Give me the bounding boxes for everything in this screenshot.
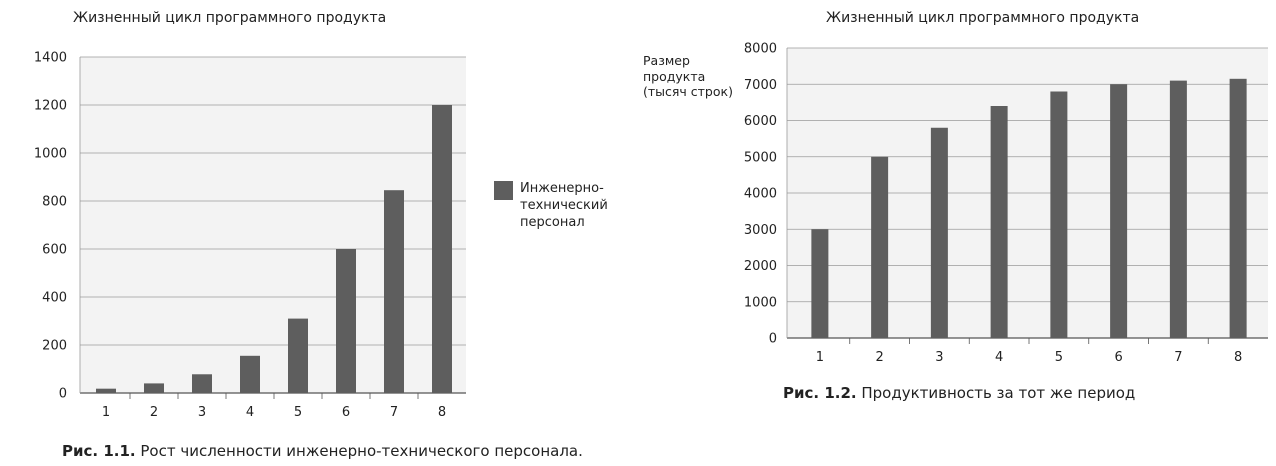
chart1-title: Жизненный цикл программного продукта [73,10,387,26]
chart1-bar [144,383,164,393]
chart1-xtick-label: 7 [390,405,398,420]
chart1-bar [432,105,452,393]
chart1-bar [336,249,356,393]
chart2-xtick-label: 1 [816,350,824,365]
chart2-xtick-label: 8 [1234,350,1242,365]
chart2-ytick-label: 1000 [744,295,777,310]
chart2-ytick-label: 7000 [744,78,777,93]
chart1-ytick-label: 1400 [34,51,67,66]
chart2-caption-text: Продуктивность за тот же период [856,384,1136,402]
chart2-ytick-label: 5000 [744,150,777,165]
chart1-legend: Инженерно-технический персонал [494,180,620,231]
chart1-ytick-label: 400 [42,291,67,306]
chart2-bar [871,156,889,338]
chart2-ytick-label: 2000 [744,259,777,274]
chart1-ytick-label: 1000 [34,147,67,162]
chart1-xtick-label: 4 [246,405,254,420]
chart1-bar [192,374,212,393]
chart1-ytick-label: 200 [42,339,67,354]
chart2-xtick-label: 6 [1114,350,1122,365]
chart2-bar [990,106,1008,338]
chart1-ytick-label: 800 [42,195,67,210]
chart2-xtick-label: 5 [1055,350,1063,365]
chart1-xtick-label: 8 [438,405,446,420]
chart2-xtick-label: 3 [935,350,943,365]
chart2-ytick-label: 0 [769,332,777,347]
chart2-ytick-label: 4000 [744,187,777,202]
chart2-xtick-label: 2 [875,350,883,365]
chart2-xtick-label: 4 [995,350,1003,365]
chart2-ylabel: Размер продукта (тысяч строк) [643,53,733,99]
chart2-bar [811,229,829,338]
chart2-caption-label: Рис. 1.2. [783,384,857,402]
chart1-caption-text: Рост численности инженерно-технического … [135,442,583,460]
chart2-ytick-label: 3000 [744,223,777,238]
chart1-bar [384,190,404,393]
legend-swatch [494,181,513,200]
chart2-bar [1110,84,1128,338]
legend-label: Инженерно-технический персонал [520,181,608,230]
chart1-ytick-label: 600 [42,243,67,258]
chart1-ytick-label: 1200 [34,99,67,114]
chart2-bar [1229,78,1247,338]
chart1-plot-background [80,57,466,393]
chart1-plot: 0 200 400 600 800 1000 1200 1400 1 2 3 4 5 6 7 8 [34,51,466,420]
chart1-xtick-label: 6 [342,405,350,420]
chart2-title: Жизненный цикл программного продукта [826,10,1140,26]
chart1-xtick-label: 1 [102,405,110,420]
chart2-bar [930,127,948,338]
chart2-xtick-label: 7 [1174,350,1182,365]
chart1-xtick-label: 2 [150,405,158,420]
chart1-caption-label: Рис. 1.1. [62,442,136,460]
chart2-bar [1169,80,1187,338]
chart1-ytick-label: 0 [59,387,67,402]
chart1-xtick-label: 3 [198,405,206,420]
chart1-bar [96,388,116,393]
chart1-caption: Рис. 1.1. Рост численности инженерно-тех… [62,442,583,460]
chart2-caption: Рис. 1.2. Продуктивность за тот же перио… [783,384,1135,402]
chart2-plot: 0 1000 2000 3000 4000 5000 6000 7000 8000 1 2 3 4 5 6 7… [744,42,1268,365]
chart2-ytick-label: 8000 [744,42,777,57]
chart1-bar [240,355,260,393]
chart2-ytick-label: 6000 [744,114,777,129]
chart2-bar [1050,91,1068,338]
chart1-xtick-label: 5 [294,405,302,420]
chart1-bar [288,318,308,393]
